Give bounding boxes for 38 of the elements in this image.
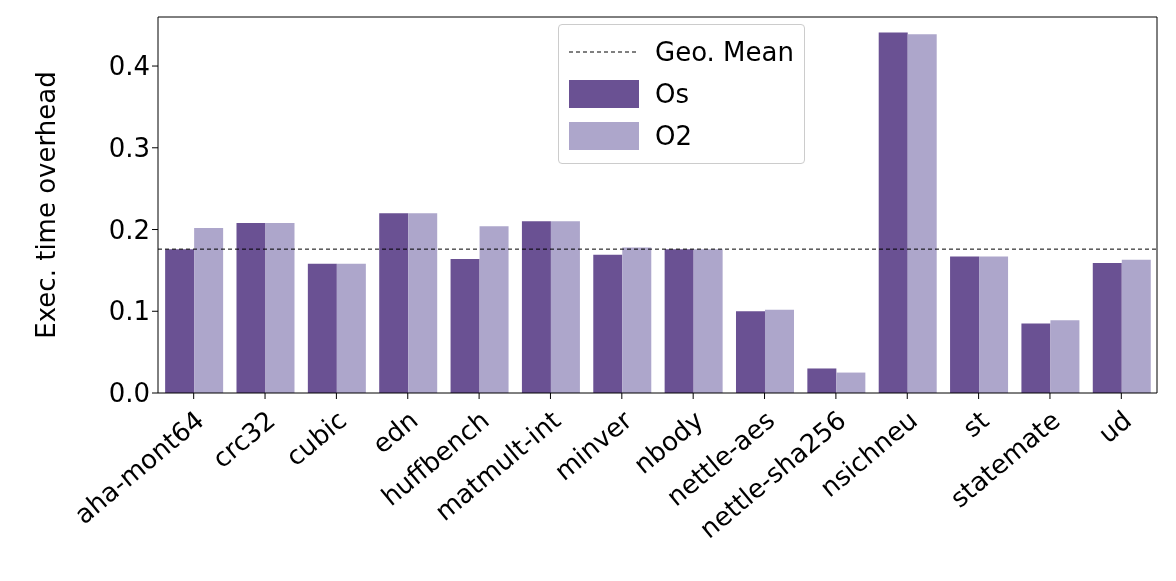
bar (979, 256, 1009, 393)
bar (593, 254, 623, 393)
bar (664, 249, 694, 393)
y-axis-title: Exec. time overhead (31, 71, 62, 339)
bar (450, 258, 480, 393)
bar (907, 34, 937, 393)
bar (693, 249, 723, 393)
bar (379, 213, 409, 393)
bar (1121, 259, 1151, 393)
legend-label: Os (655, 79, 690, 109)
bar (236, 222, 266, 393)
bar (950, 256, 980, 393)
bar (836, 372, 866, 393)
bar (408, 213, 438, 393)
bar (807, 368, 837, 393)
y-tick-label: 0.4 (108, 51, 150, 82)
bar (521, 221, 551, 393)
y-tick-label: 0.3 (108, 133, 150, 164)
bar (265, 222, 295, 393)
bar (479, 226, 509, 393)
bar (622, 247, 652, 393)
y-tick-label: 0.0 (108, 378, 150, 409)
bar (194, 227, 224, 393)
bar (550, 221, 580, 393)
bar (1092, 263, 1122, 393)
y-tick-label: 0.2 (108, 214, 150, 245)
bar (735, 311, 765, 393)
x-tick-label: ud (1092, 404, 1138, 449)
bar (764, 309, 794, 393)
bar (165, 249, 195, 393)
bar (307, 263, 337, 393)
bar (1050, 320, 1080, 393)
bar (878, 32, 908, 393)
bar (1021, 323, 1051, 393)
y-tick-label: 0.1 (108, 296, 150, 327)
legend-label: Geo. Mean (655, 37, 794, 67)
legend-label: O2 (655, 121, 693, 151)
bar (336, 263, 366, 393)
